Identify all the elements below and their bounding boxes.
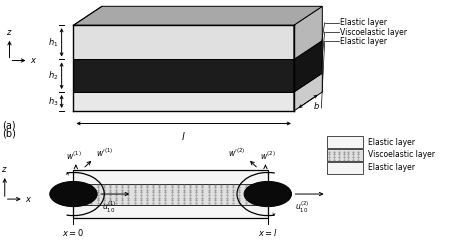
Text: Elastic layer: Elastic layer bbox=[368, 163, 415, 172]
Polygon shape bbox=[294, 73, 322, 111]
Polygon shape bbox=[294, 6, 322, 59]
Polygon shape bbox=[73, 92, 294, 111]
Text: $w'^{(1)}$: $w'^{(1)}$ bbox=[96, 146, 113, 159]
Text: $h_2$: $h_2$ bbox=[48, 70, 58, 82]
Text: $x$: $x$ bbox=[30, 56, 37, 65]
Text: $x=l$: $x=l$ bbox=[258, 227, 278, 238]
Text: Elastic layer: Elastic layer bbox=[340, 37, 387, 46]
Polygon shape bbox=[327, 162, 363, 174]
Text: $x=0$: $x=0$ bbox=[63, 227, 84, 238]
Text: Elastic layer: Elastic layer bbox=[368, 138, 415, 147]
Text: $z$: $z$ bbox=[1, 165, 8, 174]
Polygon shape bbox=[327, 149, 363, 161]
Text: $h_1$: $h_1$ bbox=[48, 36, 58, 49]
Polygon shape bbox=[73, 59, 294, 92]
Text: $w'^{(2)}$: $w'^{(2)}$ bbox=[228, 146, 246, 159]
Text: (b): (b) bbox=[2, 129, 16, 139]
Polygon shape bbox=[327, 136, 363, 148]
Text: $w^{(2)}$: $w^{(2)}$ bbox=[260, 150, 276, 162]
Text: $z$: $z$ bbox=[6, 27, 13, 37]
Text: $u_{10}^{(2)}$: $u_{10}^{(2)}$ bbox=[295, 200, 309, 215]
Text: $h_3$: $h_3$ bbox=[48, 95, 58, 108]
Text: Viscoelastic layer: Viscoelastic layer bbox=[368, 150, 435, 160]
Text: $b$: $b$ bbox=[313, 100, 320, 111]
Text: $l$: $l$ bbox=[182, 130, 186, 142]
Text: $x$: $x$ bbox=[25, 195, 32, 204]
Text: (a): (a) bbox=[2, 121, 16, 131]
Text: Viscoelastic layer: Viscoelastic layer bbox=[340, 27, 407, 37]
Circle shape bbox=[244, 181, 292, 207]
Polygon shape bbox=[73, 6, 322, 25]
Circle shape bbox=[50, 181, 97, 207]
Polygon shape bbox=[73, 170, 268, 183]
Text: Elastic layer: Elastic layer bbox=[340, 18, 387, 27]
Polygon shape bbox=[73, 205, 268, 218]
Text: $u_{10}^{(1)}$: $u_{10}^{(1)}$ bbox=[102, 200, 116, 215]
Polygon shape bbox=[294, 41, 322, 92]
Text: $w^{(1)}$: $w^{(1)}$ bbox=[65, 150, 82, 162]
Polygon shape bbox=[73, 183, 268, 205]
Polygon shape bbox=[73, 25, 294, 59]
